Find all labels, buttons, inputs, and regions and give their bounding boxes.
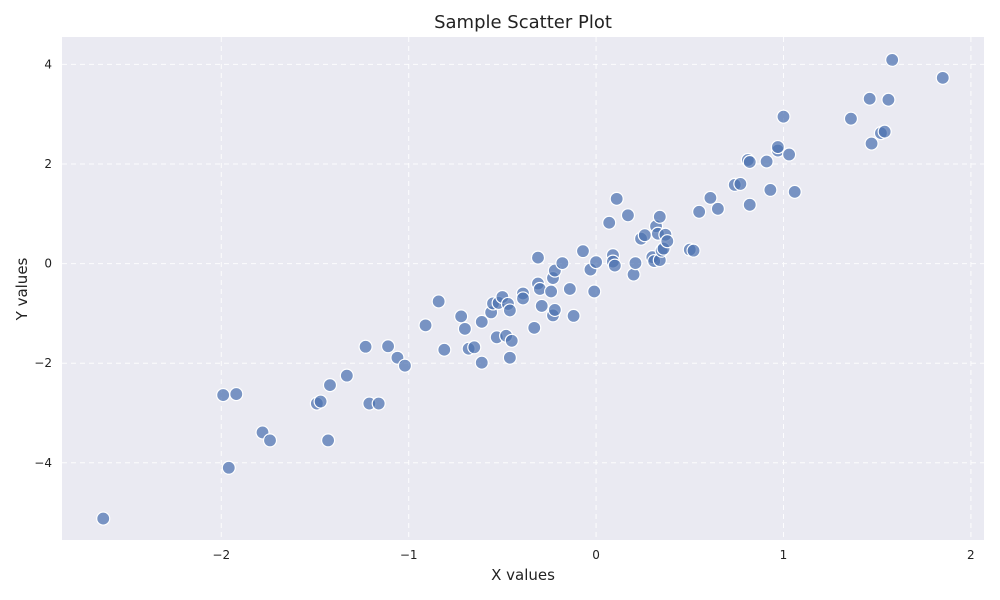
y-tick-label: −2	[34, 356, 52, 370]
data-point	[733, 176, 748, 192]
x-tick-label: 2	[967, 548, 975, 562]
data-point	[515, 291, 531, 306]
data-point	[467, 340, 482, 355]
data-point	[527, 320, 542, 335]
data-point	[380, 339, 396, 354]
data-point	[864, 136, 879, 151]
data-point	[652, 209, 667, 224]
data-point	[759, 154, 774, 169]
data-point	[843, 111, 859, 126]
data-point	[877, 124, 892, 139]
data-point	[339, 368, 354, 383]
data-point	[742, 154, 757, 170]
data-point	[502, 303, 517, 318]
data-point	[437, 342, 452, 357]
data-point	[555, 256, 570, 271]
y-tick-label: −4	[34, 456, 52, 470]
y-axis-label: Y values	[13, 257, 31, 321]
data-point	[862, 91, 877, 106]
data-point	[562, 281, 577, 297]
data-point	[626, 267, 641, 282]
data-point	[454, 309, 469, 324]
data-point	[502, 350, 517, 365]
data-point	[763, 182, 778, 197]
x-tick-label: −1	[400, 548, 418, 562]
data-point	[575, 244, 591, 259]
y-tick-label: 0	[44, 257, 52, 271]
data-point	[710, 201, 725, 216]
data-point	[474, 355, 489, 370]
data-point	[313, 394, 328, 409]
data-point	[431, 294, 446, 309]
data-point	[321, 433, 336, 448]
x-tick-label: 0	[592, 548, 600, 562]
data-point	[620, 208, 636, 223]
data-point	[229, 386, 244, 402]
data-point	[692, 204, 707, 219]
data-point	[457, 321, 473, 336]
data-point	[566, 308, 581, 323]
data-point	[587, 284, 602, 299]
data-point	[885, 52, 900, 68]
data-point	[602, 215, 617, 230]
data-point	[547, 302, 562, 318]
data-point	[607, 258, 622, 273]
data-point	[544, 284, 559, 299]
y-tick-label: 2	[44, 157, 52, 171]
data-point	[534, 298, 549, 314]
data-point	[770, 139, 785, 155]
data-point	[358, 339, 373, 354]
data-point	[221, 460, 236, 475]
data-point	[588, 255, 604, 270]
data-point	[609, 191, 624, 206]
x-axis-label: X values	[491, 566, 555, 584]
data-point	[881, 92, 896, 107]
data-point	[787, 184, 802, 199]
data-point	[530, 250, 546, 265]
data-point	[776, 109, 791, 124]
data-point	[418, 318, 433, 333]
data-point	[935, 70, 950, 85]
data-point	[216, 387, 231, 403]
x-tick-label: −2	[212, 548, 230, 562]
data-point	[628, 256, 643, 271]
data-point	[703, 190, 718, 205]
data-point	[782, 147, 797, 162]
points-layer	[96, 52, 950, 526]
data-point	[397, 358, 413, 373]
data-point	[504, 333, 519, 348]
ticks-layer: −2 −1 0 1 2 −4 −2 0 2 4	[34, 57, 974, 562]
data-point	[474, 314, 489, 329]
chart-title: Sample Scatter Plot	[434, 12, 612, 33]
data-point	[371, 396, 386, 411]
x-tick-label: 1	[780, 548, 788, 562]
data-point	[96, 511, 111, 526]
data-point	[262, 433, 278, 448]
y-tick-label: 4	[44, 57, 52, 71]
data-point	[686, 243, 701, 258]
data-point	[322, 378, 338, 393]
data-point	[660, 234, 675, 249]
data-point	[742, 197, 757, 212]
data-point	[637, 228, 652, 243]
